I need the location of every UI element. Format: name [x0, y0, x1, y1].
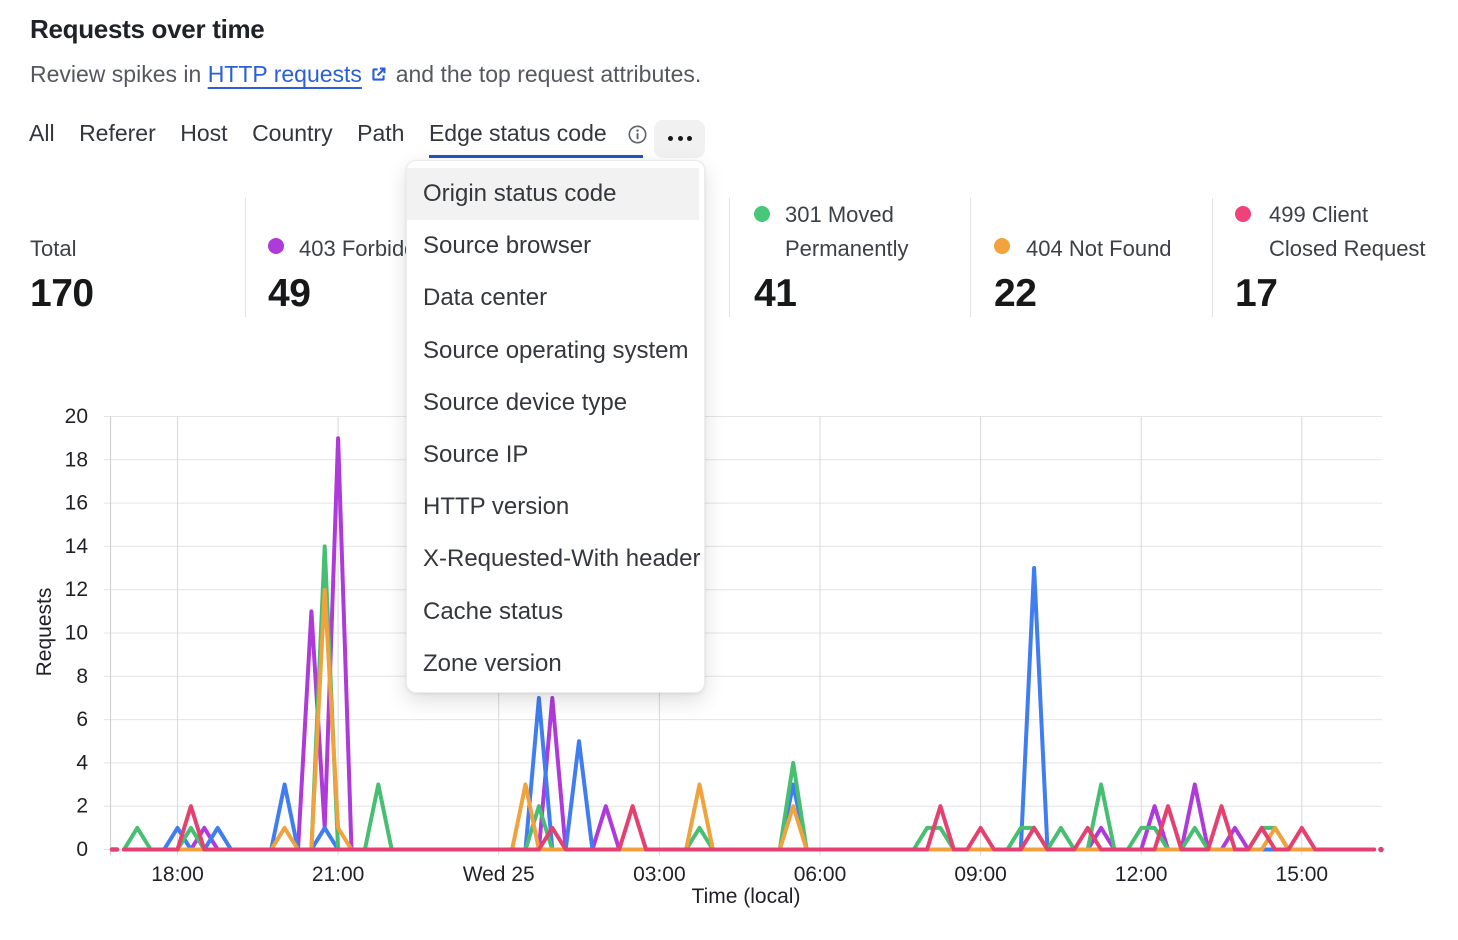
svg-text:09:00: 09:00: [954, 863, 1007, 886]
svg-text:16: 16: [65, 492, 88, 515]
svg-text:2: 2: [76, 795, 88, 818]
svg-text:18: 18: [65, 448, 88, 471]
svg-text:Time (local): Time (local): [692, 885, 801, 908]
svg-text:14: 14: [65, 535, 89, 558]
svg-text:0: 0: [76, 838, 88, 861]
svg-text:Wed 25: Wed 25: [463, 863, 535, 886]
svg-text:10: 10: [65, 622, 88, 645]
svg-text:21:00: 21:00: [312, 863, 365, 886]
svg-text:12:00: 12:00: [1115, 863, 1168, 886]
svg-text:15:00: 15:00: [1276, 863, 1329, 886]
svg-text:8: 8: [76, 665, 88, 688]
svg-text:06:00: 06:00: [794, 863, 847, 886]
svg-text:4: 4: [76, 751, 88, 774]
svg-text:18:00: 18:00: [151, 863, 204, 886]
svg-text:03:00: 03:00: [633, 863, 686, 886]
svg-text:20: 20: [65, 405, 88, 428]
svg-text:6: 6: [76, 708, 88, 731]
svg-text:12: 12: [65, 578, 88, 601]
svg-text:Requests: Requests: [33, 588, 56, 677]
